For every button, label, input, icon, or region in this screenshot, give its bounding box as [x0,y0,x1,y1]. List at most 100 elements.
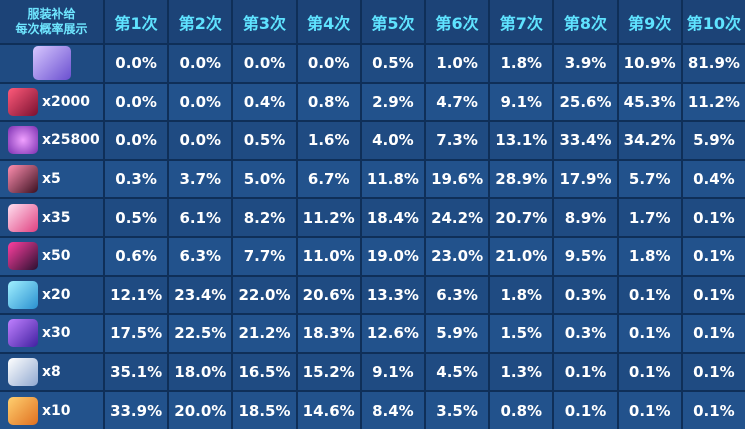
probability-cell: 0.8% [490,392,553,429]
probability-cell: 1.3% [490,353,553,391]
probability-cell: 0.1% [618,392,681,429]
item-icon [8,319,38,348]
item-quantity: x25800 [42,132,100,149]
item-icon [8,242,38,271]
probability-cell: 1.0% [426,45,489,82]
row-label: x20 [0,276,103,314]
probability-cell: 0.1% [682,276,745,314]
probability-cell: 9.5% [554,237,617,275]
item-quantity: x30 [42,325,71,342]
probability-cell: 0.4% [233,83,296,121]
probability-cell: 81.9% [682,45,745,82]
row-label: x8 [0,353,103,391]
row-label: x5 [0,160,103,198]
item-icon [32,46,71,81]
probability-cell: 20.6% [297,276,360,314]
row-label: x35 [0,199,103,236]
probability-cell: 0.0% [105,45,168,82]
probability-cell: 20.7% [490,199,553,236]
probability-cell: 28.9% [490,160,553,198]
probability-cell: 25.6% [554,83,617,121]
probability-cell: 23.0% [426,237,489,275]
probability-cell: 0.1% [682,315,745,352]
probability-cell: 6.3% [426,276,489,314]
probability-cell: 33.4% [554,122,617,159]
probability-cell: 1.8% [490,45,553,82]
item-icon [8,87,38,116]
probability-cell: 7.3% [426,122,489,159]
probability-cell: 4.0% [361,122,424,159]
probability-cell: 7.7% [233,237,296,275]
probability-cell: 18.3% [297,315,360,352]
probability-cell: 0.0% [169,122,232,159]
probability-cell: 4.7% [426,83,489,121]
probability-cell: 2.9% [361,83,424,121]
item-quantity: x50 [42,248,71,265]
column-header: 第6次 [426,0,489,43]
row-label: x2000 [0,83,103,121]
item-quantity: x20 [42,286,71,303]
probability-cell: 11.8% [361,160,424,198]
corner-header: 服装补给 每次概率展示 [0,0,103,43]
probability-cell: 45.3% [618,83,681,121]
probability-cell: 20.0% [169,392,232,429]
probability-cell: 0.1% [618,315,681,352]
probability-cell: 13.1% [490,122,553,159]
item-icon [8,165,38,194]
probability-cell: 3.7% [169,160,232,198]
probability-cell: 16.5% [233,353,296,391]
probability-cell: 1.6% [297,122,360,159]
item-icon [8,396,38,425]
probability-cell: 19.6% [426,160,489,198]
column-header: 第8次 [554,0,617,43]
probability-cell: 5.7% [618,160,681,198]
probability-cell: 3.5% [426,392,489,429]
probability-cell: 18.5% [233,392,296,429]
probability-cell: 0.8% [297,83,360,121]
probability-cell: 0.1% [682,392,745,429]
column-header: 第4次 [297,0,360,43]
probability-cell: 21.2% [233,315,296,352]
probability-cell: 1.8% [490,276,553,314]
column-header: 第1次 [105,0,168,43]
probability-cell: 0.1% [682,237,745,275]
probability-cell: 34.2% [618,122,681,159]
probability-cell: 18.4% [361,199,424,236]
probability-cell: 3.9% [554,45,617,82]
probability-cell: 0.1% [682,353,745,391]
probability-cell: 33.9% [105,392,168,429]
probability-cell: 11.2% [682,83,745,121]
row-label: x10 [0,392,103,429]
probability-cell: 8.9% [554,199,617,236]
probability-cell: 0.1% [618,353,681,391]
probability-cell: 0.0% [105,122,168,159]
probability-cell: 21.0% [490,237,553,275]
probability-cell: 0.5% [233,122,296,159]
column-header: 第10次 [682,0,745,43]
item-icon [8,126,38,155]
probability-cell: 14.6% [297,392,360,429]
item-quantity: x2000 [42,93,90,110]
probability-cell: 0.5% [361,45,424,82]
item-quantity: x35 [42,209,71,226]
probability-cell: 10.9% [618,45,681,82]
probability-cell: 35.1% [105,353,168,391]
title-line: 每次概率展示 [15,21,88,36]
row-label: x25800 [0,122,103,159]
probability-cell: 0.0% [169,83,232,121]
item-icon [8,203,38,232]
probability-cell: 4.5% [426,353,489,391]
probability-cell: 0.6% [105,237,168,275]
probability-cell: 6.3% [169,237,232,275]
probability-cell: 18.0% [169,353,232,391]
probability-cell: 8.4% [361,392,424,429]
row-label: x30 [0,315,103,352]
item-quantity: x10 [42,402,71,419]
probability-cell: 15.2% [297,353,360,391]
probability-cell: 0.5% [105,199,168,236]
probability-cell: 9.1% [490,83,553,121]
probability-cell: 19.0% [361,237,424,275]
title-line: 服装补给 [27,6,76,21]
row-label: x50 [0,237,103,275]
